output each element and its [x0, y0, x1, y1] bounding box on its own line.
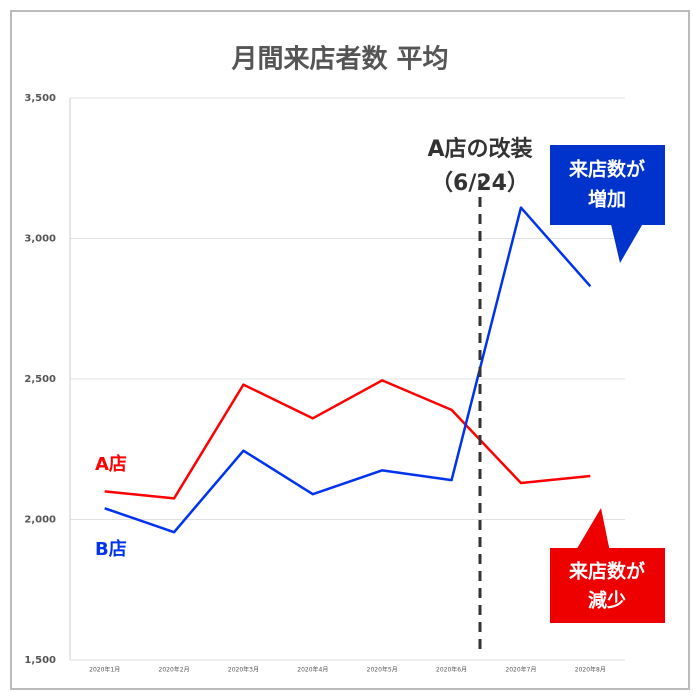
y-tick-label: 2,000	[24, 515, 56, 526]
series-line	[104, 379, 591, 500]
y-tick-label: 3,500	[24, 93, 56, 104]
x-tick-label: 2020年3月	[228, 666, 259, 674]
y-tick-label: 2,500	[24, 374, 56, 385]
callout-text: 減少	[588, 589, 626, 612]
callout-text: 来店数が	[569, 560, 645, 583]
callout-box	[550, 548, 665, 623]
callout-text: 増加	[588, 188, 626, 211]
series-line	[104, 206, 592, 534]
x-tick-label: 2020年5月	[367, 666, 398, 674]
legend-label: B店	[95, 538, 127, 560]
x-tick-label: 2020年2月	[159, 666, 190, 674]
legend-label: A店	[95, 453, 127, 475]
x-tick-label: 2020年8月	[575, 666, 606, 674]
annotation: A店の改装	[427, 136, 532, 162]
annotation: （6/24）	[431, 171, 529, 196]
y-tick-label: 1,500	[24, 655, 56, 666]
x-tick-label: 2020年1月	[89, 666, 120, 674]
x-tick-label: 2020年4月	[297, 666, 328, 674]
x-tick-label: 2020年6月	[436, 666, 467, 674]
callout-tail	[610, 220, 645, 263]
chart-title: 月間来店者数 平均	[230, 45, 448, 75]
callout-tail	[575, 508, 610, 552]
y-tick-label: 3,000	[24, 234, 56, 245]
x-tick-label: 2020年7月	[505, 666, 536, 674]
callout-box	[550, 145, 665, 225]
callout-text: 来店数が	[569, 158, 645, 181]
